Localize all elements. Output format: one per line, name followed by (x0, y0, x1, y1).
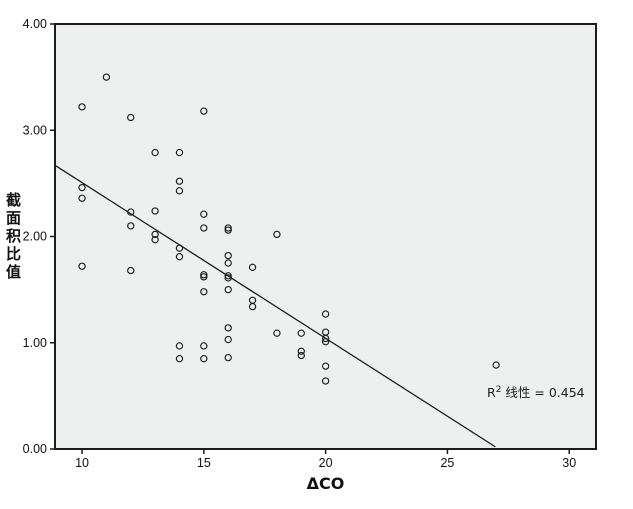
data-point (200, 271, 208, 279)
x-tick-label: 25 (440, 456, 454, 470)
data-point (224, 224, 232, 232)
r-squared-annotation: R2 线性 = 0.454 (487, 382, 585, 401)
data-point (200, 107, 208, 115)
x-axis-label: ΔCO (306, 474, 345, 493)
data-point (224, 272, 232, 280)
data-point (127, 222, 135, 230)
data-point (175, 187, 184, 195)
data-point (200, 288, 208, 296)
y-tick-label: 0.00 (23, 442, 47, 456)
data-point (78, 262, 86, 270)
data-point (175, 177, 184, 185)
data-point (78, 194, 86, 202)
data-point (127, 266, 135, 275)
data-point (200, 342, 208, 350)
y-axis-label: 截面积比值 (4, 192, 22, 282)
x-tick-label: 15 (197, 456, 211, 470)
r-squared-superscript: 2 (495, 384, 502, 395)
data-point (297, 329, 305, 337)
data-point (321, 310, 330, 318)
data-point (224, 226, 232, 234)
fit-line (54, 164, 496, 448)
data-point (297, 351, 305, 360)
data-point (200, 273, 208, 281)
data-point (175, 244, 184, 252)
y-tick-label: 3.00 (23, 123, 47, 137)
data-point (224, 274, 232, 282)
data-point (224, 285, 232, 294)
data-point (78, 183, 86, 192)
data-point (248, 302, 257, 311)
data-point (127, 208, 135, 216)
data-point (321, 338, 330, 346)
data-point (200, 355, 208, 363)
data-point (78, 103, 86, 111)
data-point (175, 253, 184, 261)
data-point (248, 263, 257, 271)
data-point (297, 347, 305, 355)
data-point (151, 148, 159, 157)
data-point (273, 230, 281, 239)
data-point (321, 362, 330, 370)
x-tick-label: 10 (75, 456, 89, 470)
data-point (151, 230, 159, 239)
x-tick-label: 30 (562, 456, 576, 470)
y-tick-label: 1.00 (23, 336, 47, 350)
data-point (321, 377, 330, 385)
y-tick-label: 2.00 (23, 230, 47, 244)
x-tick-label: 20 (319, 456, 333, 470)
data-point (175, 355, 184, 363)
data-point (224, 335, 232, 344)
data-point (224, 353, 232, 362)
data-point (273, 329, 281, 337)
data-point (151, 207, 159, 215)
data-point (224, 251, 232, 260)
y-tick-label: 4.00 (23, 17, 47, 31)
data-point (224, 324, 232, 332)
data-point (175, 342, 184, 350)
r-squared-value-text: 线性 = 0.454 (501, 385, 585, 400)
data-point (151, 236, 159, 244)
data-point (321, 334, 330, 343)
data-point (224, 259, 232, 267)
data-point (200, 224, 208, 232)
data-point (175, 148, 184, 157)
r-squared-prefix: R (487, 385, 496, 400)
data-point (127, 113, 135, 122)
data-point (102, 73, 111, 81)
data-point (492, 361, 500, 369)
data-point (200, 210, 208, 218)
